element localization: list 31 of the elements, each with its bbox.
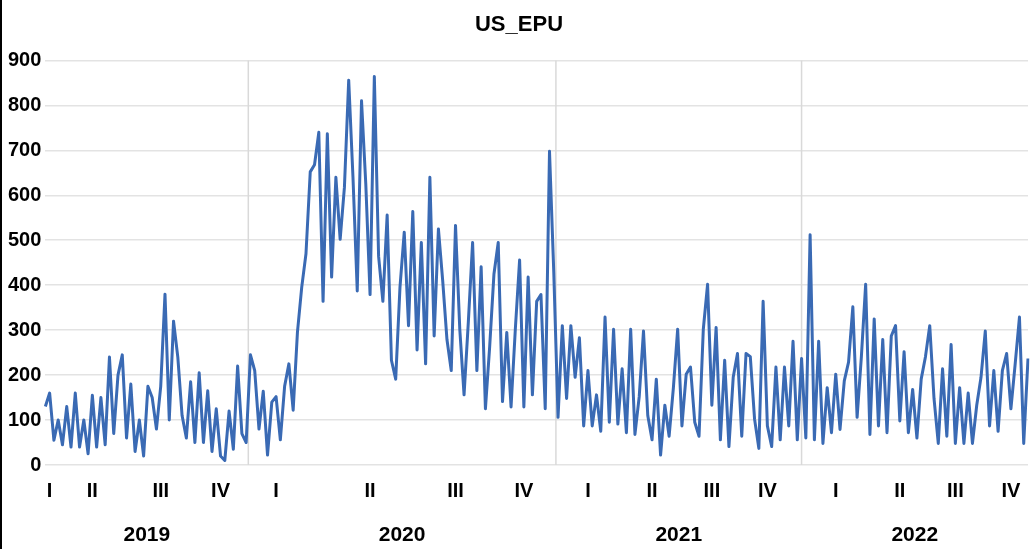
text: 2021 xyxy=(655,521,703,545)
x-tick-label: II xyxy=(894,478,906,501)
text: 2020 xyxy=(378,521,426,545)
chart-title: US_EPU xyxy=(474,11,564,37)
text: 2019 xyxy=(123,521,171,545)
y-tick-label: 900 xyxy=(7,47,42,70)
y-tick-label: 0 xyxy=(30,452,42,475)
y-tick-label: 300 xyxy=(7,317,42,340)
x-tick-label: II xyxy=(646,478,658,501)
x-tick-label: I xyxy=(46,478,53,501)
y-tick-label: 100 xyxy=(7,407,42,430)
x-tick-label: I xyxy=(585,478,591,501)
x-tick-label: IV xyxy=(211,478,231,501)
x-tick-label: II xyxy=(86,478,98,501)
x-tick-label: III xyxy=(703,478,721,501)
x-tick-label: III xyxy=(947,478,964,501)
y-tick-label: 800 xyxy=(7,92,42,115)
x-tick-label: IV xyxy=(1001,478,1022,501)
x-tick-label: III xyxy=(447,478,464,501)
text: 2022 xyxy=(891,521,939,545)
x-tick-label: III xyxy=(152,478,170,501)
x-tick-label: I xyxy=(832,478,839,501)
x-tick-label: IV xyxy=(757,478,778,501)
x-tick-label: I xyxy=(273,478,279,501)
y-tick-label: 400 xyxy=(7,272,42,295)
x-tick-label: IV xyxy=(514,478,534,501)
y-tick-label: 700 xyxy=(7,137,42,160)
y-tick-label: 200 xyxy=(7,362,42,385)
x-tick-label: II xyxy=(364,478,376,501)
y-tick-label: 500 xyxy=(7,227,42,250)
y-tick-label: 600 xyxy=(7,182,42,205)
